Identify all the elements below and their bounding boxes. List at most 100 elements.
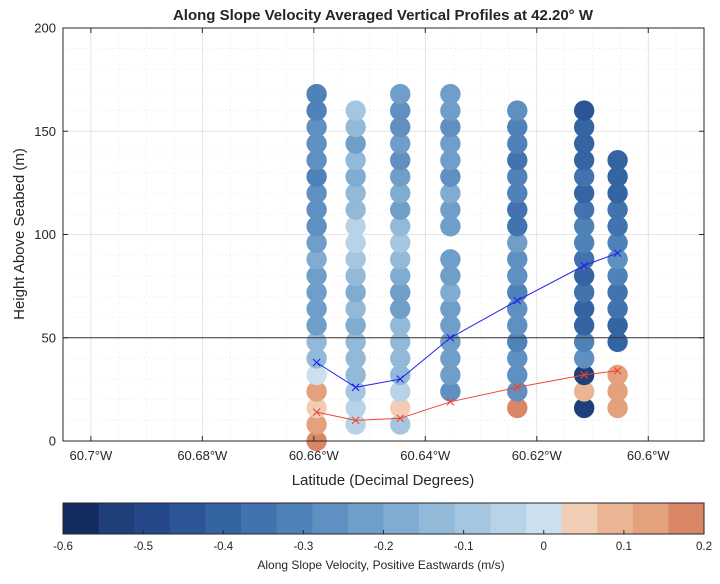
velocity-point [573, 232, 595, 253]
velocity-point [573, 331, 595, 353]
velocity-point [306, 249, 327, 270]
colorbar-swatch [312, 503, 349, 534]
velocity-point [306, 83, 327, 105]
velocity-point [507, 265, 528, 286]
velocity-point [440, 183, 461, 204]
velocity-point [390, 331, 411, 353]
velocity-point [345, 199, 366, 220]
velocity-point [390, 282, 411, 303]
velocity-point [390, 166, 411, 187]
velocity-point [440, 364, 461, 386]
y-tick-label: 200 [34, 21, 56, 36]
colorbar-tick-label: -0.4 [213, 541, 233, 553]
velocity-point [573, 100, 595, 121]
velocity-point [440, 166, 461, 187]
series-marker [351, 416, 360, 425]
velocity-point [507, 364, 528, 386]
velocity-point [573, 381, 595, 402]
velocity-point [306, 331, 327, 353]
velocity-point [607, 298, 628, 320]
velocity-point [607, 232, 628, 253]
velocity-point [345, 116, 366, 138]
velocity-point [345, 364, 366, 386]
series-marker [351, 383, 360, 392]
velocity-point [390, 83, 411, 105]
velocity-point [507, 166, 528, 187]
series-marker [312, 408, 321, 416]
series-marker [312, 358, 321, 367]
colorbar-swatch [419, 503, 456, 534]
series-marker [580, 261, 589, 270]
colorbar-swatch [347, 503, 384, 534]
y-tick-label: 50 [42, 330, 56, 345]
velocity-point [306, 298, 327, 320]
y-tick-label: 150 [34, 124, 56, 139]
velocity-point [507, 397, 528, 419]
velocity-point [306, 166, 327, 187]
velocity-point [573, 315, 595, 336]
velocity-point [345, 282, 366, 303]
colorbar-swatch [205, 503, 242, 534]
velocity-point [306, 149, 327, 171]
colorbar: -0.6 -0.5 -0.4 -0.3 -0.2 -0.1 0 0.1 0.2 [53, 502, 712, 553]
velocity-point [507, 315, 528, 336]
velocity-point [440, 149, 461, 171]
colorbar-swatch [668, 503, 705, 534]
velocity-point [306, 183, 327, 204]
velocity-point [390, 348, 411, 369]
velocity-point [440, 381, 461, 402]
x-tick-label: 60.64°W [400, 448, 451, 463]
velocity-point [573, 133, 595, 154]
velocity-point [607, 249, 628, 270]
velocity-point [345, 216, 366, 237]
velocity-point [345, 100, 366, 121]
velocity-point [607, 166, 628, 187]
colorbar-swatch [63, 503, 100, 534]
colorbar-swatch [490, 503, 527, 534]
velocity-point [440, 133, 461, 154]
colorbar-swatch [134, 503, 171, 534]
velocity-point [573, 298, 595, 320]
velocity-point [573, 216, 595, 237]
velocity-point [573, 183, 595, 204]
velocity-point [607, 381, 628, 402]
series-marker [446, 333, 455, 342]
velocity-point [573, 249, 595, 270]
velocity-point [507, 183, 528, 204]
velocity-point [440, 83, 461, 105]
velocity-point [306, 133, 327, 154]
colorbar-swatch [98, 503, 135, 534]
colorbar-tick-label: -0.1 [454, 541, 474, 553]
x-tick-label: 60.66°W [289, 448, 340, 463]
colorbar-tick-label: 0 [541, 541, 547, 553]
colorbar-swatch [561, 503, 598, 534]
velocity-point [607, 199, 628, 220]
x-tick-label: 60.68°W [177, 448, 228, 463]
velocity-point [507, 100, 528, 121]
velocity-point [390, 199, 411, 220]
series-marker [513, 296, 522, 305]
velocity-point [306, 348, 327, 369]
velocity-point [507, 199, 528, 220]
velocity-point [507, 249, 528, 270]
velocity-point [390, 100, 411, 121]
series-marker [613, 249, 622, 257]
velocity-point [345, 232, 366, 253]
velocity-point [390, 183, 411, 204]
velocity-point [306, 216, 327, 237]
velocity-point [440, 331, 461, 353]
velocity-point [390, 298, 411, 320]
velocity-point [306, 282, 327, 303]
series-lines [63, 249, 704, 425]
velocity-point [306, 265, 327, 286]
velocity-point [607, 216, 628, 237]
velocity-point [306, 116, 327, 138]
velocity-point [390, 414, 411, 435]
velocity-point [345, 166, 366, 187]
velocity-point [306, 315, 327, 336]
velocity-point [507, 116, 528, 138]
velocity-point [390, 232, 411, 253]
velocity-point [390, 249, 411, 270]
velocity-point [440, 249, 461, 270]
